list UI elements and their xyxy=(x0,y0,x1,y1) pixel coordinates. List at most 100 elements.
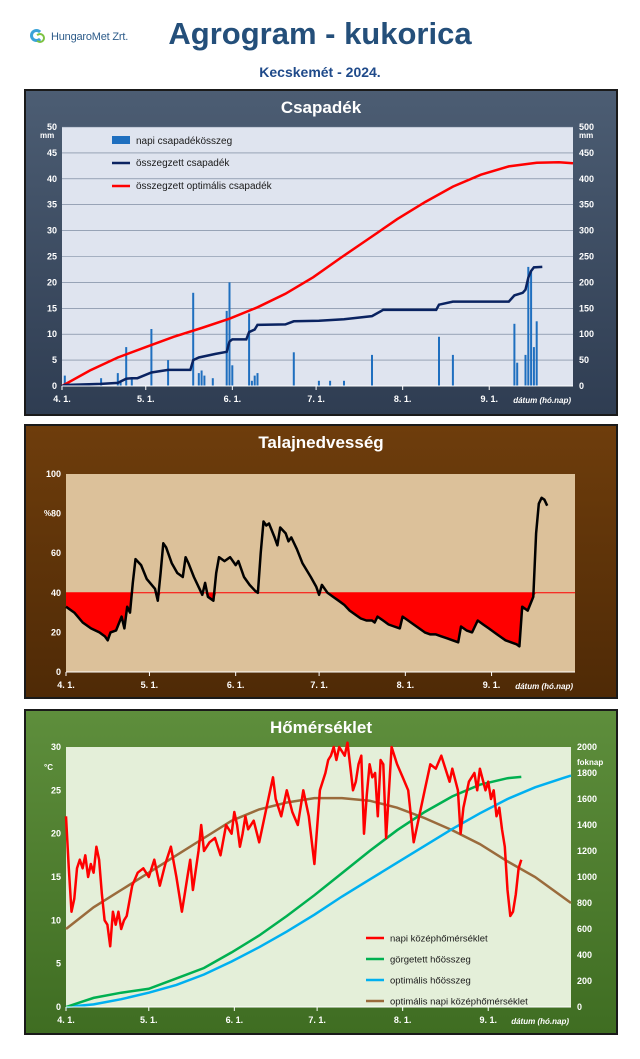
precip-bar xyxy=(150,329,153,386)
precip-bar xyxy=(119,380,122,386)
precipitation-panel: Csapadék 4. 1. 5. 1. 6. 1. 7. 1. 8. 1. 9. 1. dá… xyxy=(24,89,618,416)
y-tick-label-right: 300 xyxy=(579,226,594,236)
y-tick-label-right: 500 xyxy=(579,122,594,132)
legend-label-cumulative: összegzett csapadék xyxy=(136,158,230,169)
y-tick-label-left: 5 xyxy=(52,355,57,365)
precipitation-chart: Csapadék 4. 1. 5. 1. 6. 1. 7. 1. 8. 1. 9. 1. dá… xyxy=(40,98,594,405)
precip-bar xyxy=(535,321,538,387)
y-tick-label-left: 30 xyxy=(47,226,57,236)
y-tick-label-left: 10 xyxy=(51,915,61,925)
y-tick-label-right: 1200 xyxy=(577,846,597,856)
logo: HungaroMet Zrt. xyxy=(30,28,128,46)
legend-swatch-bars xyxy=(112,136,130,144)
y-tick-label-left: 60 xyxy=(51,548,61,558)
precip-bar xyxy=(203,375,206,386)
y-tick-label-right: 800 xyxy=(577,898,592,908)
x-axis-label: dátum (hó.nap) xyxy=(511,1017,569,1026)
legend-label-optimal-sum: optimális hőösszeg xyxy=(390,976,471,987)
y-tick-label-left: 10 xyxy=(47,329,57,339)
precip-bar xyxy=(250,380,253,386)
y-tick-label-left: 50 xyxy=(47,122,57,132)
x-tick-label: 7. 1. xyxy=(310,680,328,690)
precip-bar xyxy=(343,380,345,386)
precip-bar xyxy=(256,373,259,386)
precip-bar xyxy=(532,347,535,386)
y-tick-label-right: 0 xyxy=(577,1002,582,1012)
y-tick-label-right: 200 xyxy=(577,976,592,986)
y-tick-label-left: 15 xyxy=(47,303,57,313)
y-tick-label-left: 100 xyxy=(46,469,61,479)
precip-bar xyxy=(292,352,295,386)
y-axis-unit-right: mm xyxy=(579,131,593,140)
y-tick-label-left: 5 xyxy=(56,959,61,969)
x-tick-label: 4. 1. xyxy=(53,394,71,404)
y-tick-label-right: 2000 xyxy=(577,742,597,752)
y-tick-label-right: 1800 xyxy=(577,768,597,778)
x-tick-label: 5. 1. xyxy=(137,394,155,404)
y-tick-label-left: 30 xyxy=(51,742,61,752)
y-tick-label-left: 80 xyxy=(51,509,61,519)
x-tick-label: 4. 1. xyxy=(57,1015,75,1025)
precip-bar xyxy=(513,323,516,386)
y-tick-label-left: 25 xyxy=(51,785,61,795)
precip-bar xyxy=(527,266,530,386)
daily-mean-temp-line xyxy=(64,741,523,948)
soil-moisture-panel: Talajnedvesség 4. 1. 5. 1. 6. 1. 7. 1. 8. 1. 9… xyxy=(24,424,618,699)
y-axis-unit-left: % xyxy=(44,509,51,518)
y-tick-label-left: 40 xyxy=(47,174,57,184)
x-axis-label: dátum (hó.nap) xyxy=(513,396,571,405)
precip-bar xyxy=(63,375,66,386)
chart-title: Talajnedvesség xyxy=(258,433,383,452)
y-tick-label-right: 150 xyxy=(579,303,594,313)
y-tick-label-left: 0 xyxy=(56,667,61,677)
soil-moisture-chart: Talajnedvesség 4. 1. 5. 1. 6. 1. 7. 1. 8. 1. 9… xyxy=(44,433,575,691)
y-tick-label-right: 1000 xyxy=(577,872,597,882)
precip-bar xyxy=(228,282,231,386)
page-title: Agrogram - kukorica xyxy=(168,16,472,51)
y-tick-label-right: 400 xyxy=(579,174,594,184)
optimal-heat-sum-line xyxy=(65,774,572,1009)
y-tick-label-left: 20 xyxy=(51,829,61,839)
plot-area xyxy=(66,474,575,672)
x-axis-label: dátum (hó.nap) xyxy=(515,682,573,691)
y-tick-label-right: 250 xyxy=(579,252,594,262)
hungaromet-logo-icon xyxy=(30,28,48,46)
y-tick-label-right: 450 xyxy=(579,148,594,158)
y-tick-label-right: 1600 xyxy=(577,794,597,804)
precip-bar xyxy=(192,292,195,386)
precip-bar xyxy=(253,375,256,386)
y-tick-label-right: 1400 xyxy=(577,820,597,830)
x-tick-label: 8. 1. xyxy=(397,680,415,690)
precip-bar xyxy=(197,373,200,386)
y-tick-label-right: 600 xyxy=(577,924,592,934)
optimal-daily-mean-line xyxy=(65,796,572,930)
precip-bar xyxy=(100,378,103,386)
plot-area xyxy=(66,747,571,1007)
precip-bar xyxy=(438,336,440,386)
x-tick-label: 7. 1. xyxy=(308,1015,326,1025)
precip-bar xyxy=(211,378,214,386)
y-tick-label-right: 350 xyxy=(579,200,594,210)
precip-bar xyxy=(130,378,133,386)
y-axis-unit-left: mm xyxy=(40,131,54,140)
cumulative-precip-line xyxy=(61,265,543,388)
y-tick-label-left: 35 xyxy=(47,200,57,210)
rolling-heat-sum-line xyxy=(65,775,522,1009)
legend-label-rolling: görgetett hőösszeg xyxy=(390,955,471,966)
x-tick-label: 6. 1. xyxy=(227,680,245,690)
y-tick-label-left: 25 xyxy=(47,252,57,262)
y-tick-label-left: 40 xyxy=(51,588,61,598)
x-tick-label: 9. 1. xyxy=(480,394,498,404)
y-tick-label-left: 0 xyxy=(52,381,57,391)
optimal-cumulative-line xyxy=(61,160,574,388)
x-tick-label: 7. 1. xyxy=(307,394,325,404)
legend-label-bars: napi csapadékösszeg xyxy=(136,136,232,147)
temperature-panel: Hőmérséklet 4. 1. 5. 1. 6. 1. 7. 1. 8. 1. 9. 1… xyxy=(24,709,618,1035)
precip-bar xyxy=(451,354,454,386)
precip-bar xyxy=(317,380,320,386)
y-tick-label-right: 0 xyxy=(579,381,584,391)
page-subtitle: Kecskemét - 2024. xyxy=(259,64,381,80)
precip-bar xyxy=(200,370,203,386)
x-tick-label: 6. 1. xyxy=(224,394,242,404)
legend-label-daily: napi középhőmérséklet xyxy=(390,934,488,945)
